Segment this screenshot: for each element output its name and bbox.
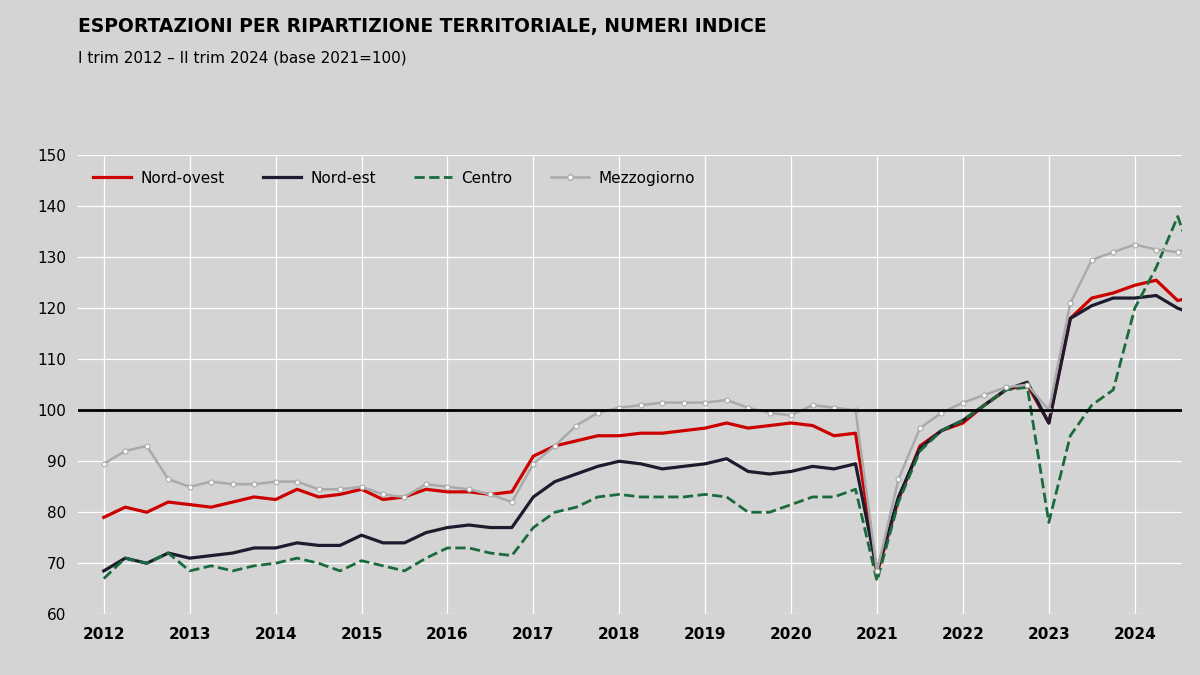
Text: I trim 2012 – II trim 2024 (base 2021=100): I trim 2012 – II trim 2024 (base 2021=10…	[78, 51, 407, 65]
Legend: Nord-ovest, Nord-est, Centro, Mezzogiorno: Nord-ovest, Nord-est, Centro, Mezzogiorn…	[85, 163, 702, 193]
Text: ESPORTAZIONI PER RIPARTIZIONE TERRITORIALE, NUMERI INDICE: ESPORTAZIONI PER RIPARTIZIONE TERRITORIA…	[78, 17, 767, 36]
